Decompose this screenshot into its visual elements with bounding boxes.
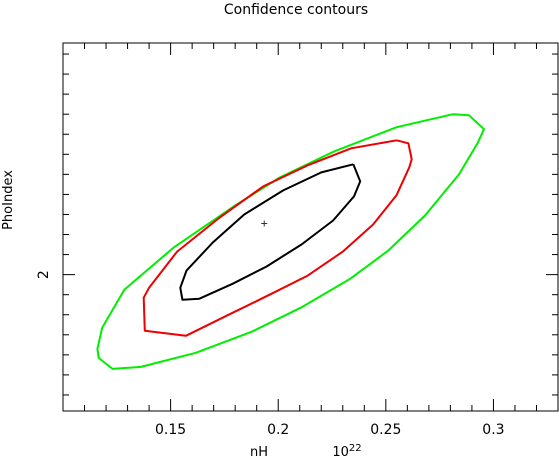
chart-title: Confidence contours <box>224 2 368 18</box>
x-tick-label: 0.25 <box>370 422 401 438</box>
contour-line-2 <box>142 139 413 337</box>
y-axis-label: PhoIndex <box>1 170 16 230</box>
x-tick-label: 0.3 <box>482 422 504 438</box>
plot-frame <box>62 42 559 412</box>
x-axis-unit: 1022 <box>332 443 361 458</box>
x-tick-label: 0.15 <box>155 422 186 438</box>
x-tick-label: 0.2 <box>267 422 289 438</box>
y-tick-label: 2 <box>36 270 52 279</box>
contour-line-3 <box>179 163 362 301</box>
best-fit-marker <box>261 220 268 227</box>
x-axis-label: nH <box>250 445 268 458</box>
contour-line-1 <box>96 113 485 370</box>
